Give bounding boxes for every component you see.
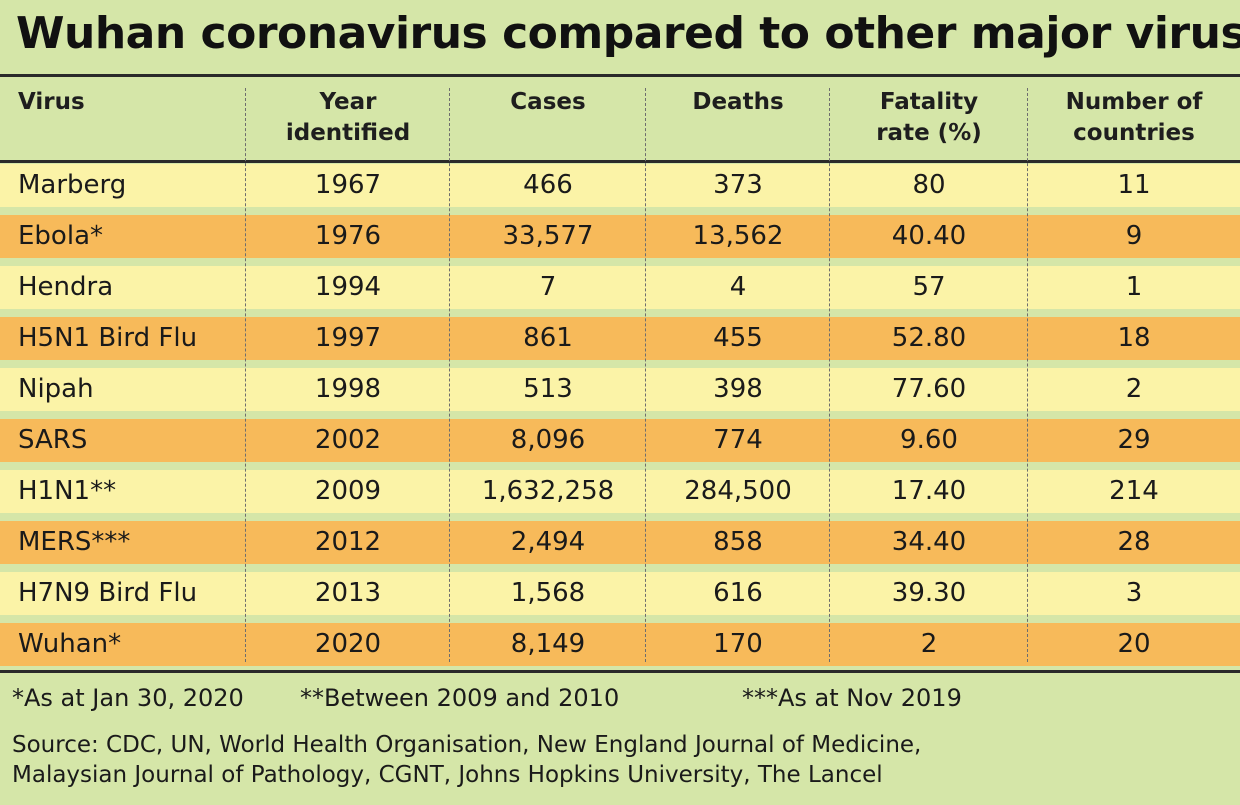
- cell-year: 1998: [314, 374, 382, 404]
- cell-cases: 466: [523, 170, 573, 200]
- cell-year: 2009: [314, 476, 382, 506]
- cell-countries: 2: [1125, 374, 1143, 404]
- cell-fatality-rate: 77.60: [891, 374, 967, 404]
- table-row: Marberg 1967 466 373 80 11: [0, 164, 1240, 207]
- table-row: Wuhan* 2020 8,149 170 2 20: [0, 623, 1240, 666]
- table-header: Virus Year identified Cases Deaths Fatal…: [0, 77, 1240, 160]
- cell-cases: 513: [523, 374, 573, 404]
- cell-cases: 861: [523, 323, 573, 353]
- cell-countries: 9: [1125, 221, 1143, 251]
- cell-virus: H1N1**: [18, 476, 117, 506]
- cell-deaths: 284,500: [684, 476, 792, 506]
- table-row: H1N1** 2009 1,632,258 284,500 17.40 214: [0, 470, 1240, 513]
- cell-deaths: 455: [713, 323, 763, 353]
- cell-cases: 8,149: [510, 629, 586, 659]
- column-divider: [1027, 88, 1028, 662]
- cell-deaths: 774: [713, 425, 763, 455]
- cell-virus: H7N9 Bird Flu: [18, 578, 198, 608]
- header-year-identified: Year identified: [285, 89, 411, 146]
- cell-countries: 18: [1117, 323, 1151, 353]
- cell-virus: Marberg: [18, 170, 127, 200]
- cell-deaths: 4: [729, 272, 747, 302]
- cell-virus: Ebola*: [18, 221, 103, 251]
- header-number-of-countries: Number of countries: [1065, 89, 1203, 146]
- column-divider: [245, 88, 246, 662]
- cell-year: 1994: [314, 272, 382, 302]
- cell-fatality-rate: 9.60: [900, 425, 958, 455]
- cell-countries: 29: [1117, 425, 1151, 455]
- cell-virus: H5N1 Bird Flu: [18, 323, 198, 353]
- header-deaths: Deaths: [692, 89, 784, 115]
- cell-year: 2002: [314, 425, 382, 455]
- table-row: H7N9 Bird Flu 2013 1,568 616 39.30 3: [0, 572, 1240, 615]
- source-note: Source: CDC, UN, World Health Organisati…: [12, 732, 922, 788]
- table-row: H5N1 Bird Flu 1997 861 455 52.80 18: [0, 317, 1240, 360]
- cell-deaths: 373: [713, 170, 763, 200]
- header-fatality-rate: Fatality rate (%): [876, 89, 982, 146]
- cell-fatality-rate: 80: [912, 170, 946, 200]
- table-row: Hendra 1994 7 4 57 1: [0, 266, 1240, 309]
- cell-fatality-rate: 40.40: [891, 221, 967, 251]
- header-bottom-rule: [0, 160, 1240, 163]
- cell-fatality-rate: 57: [912, 272, 946, 302]
- cell-fatality-rate: 39.30: [891, 578, 967, 608]
- cell-fatality-rate: 34.40: [891, 527, 967, 557]
- cell-virus: Wuhan*: [18, 629, 122, 659]
- cell-year: 2012: [314, 527, 382, 557]
- cell-virus: Hendra: [18, 272, 114, 302]
- cell-countries: 11: [1117, 170, 1151, 200]
- column-divider: [829, 88, 830, 662]
- cell-cases: 7: [539, 272, 557, 302]
- cell-virus: MERS***: [18, 527, 131, 557]
- cell-fatality-rate: 17.40: [891, 476, 967, 506]
- cell-year: 2013: [314, 578, 382, 608]
- cell-cases: 33,577: [502, 221, 594, 251]
- footnote-jan-2020: *As at Jan 30, 2020: [12, 684, 244, 712]
- cell-year: 1976: [314, 221, 382, 251]
- cell-year: 1997: [314, 323, 382, 353]
- cell-year: 2020: [314, 629, 382, 659]
- cell-cases: 1,632,258: [481, 476, 615, 506]
- page-title: Wuhan coronavirus compared to other majo…: [16, 8, 1240, 59]
- table-row: MERS*** 2012 2,494 858 34.40 28: [0, 521, 1240, 564]
- table-row: Nipah 1998 513 398 77.60 2: [0, 368, 1240, 411]
- cell-fatality-rate: 52.80: [891, 323, 967, 353]
- cell-cases: 8,096: [510, 425, 586, 455]
- cell-fatality-rate: 2: [920, 629, 938, 659]
- cell-virus: Nipah: [18, 374, 94, 404]
- cell-deaths: 170: [713, 629, 763, 659]
- cell-countries: 1: [1125, 272, 1143, 302]
- cell-countries: 214: [1109, 476, 1159, 506]
- column-divider: [449, 88, 450, 662]
- cell-deaths: 13,562: [692, 221, 784, 251]
- cell-countries: 3: [1125, 578, 1143, 608]
- cell-deaths: 616: [713, 578, 763, 608]
- table-row: Ebola* 1976 33,577 13,562 40.40 9: [0, 215, 1240, 258]
- cell-deaths: 858: [713, 527, 763, 557]
- footnote-2009-2010: **Between 2009 and 2010: [300, 684, 620, 712]
- header-top-rule: [0, 74, 1240, 77]
- cell-year: 1967: [314, 170, 382, 200]
- cell-virus: SARS: [18, 425, 88, 455]
- table-row: SARS 2002 8,096 774 9.60 29: [0, 419, 1240, 462]
- cell-cases: 1,568: [510, 578, 586, 608]
- header-cases: Cases: [510, 89, 586, 115]
- table-bottom-rule: [0, 670, 1240, 673]
- cell-countries: 20: [1117, 629, 1151, 659]
- cell-countries: 28: [1117, 527, 1151, 557]
- header-virus: Virus: [18, 89, 85, 115]
- footnote-nov-2019: ***As at Nov 2019: [742, 684, 962, 712]
- cell-deaths: 398: [713, 374, 763, 404]
- cell-cases: 2,494: [510, 527, 586, 557]
- column-divider: [645, 88, 646, 662]
